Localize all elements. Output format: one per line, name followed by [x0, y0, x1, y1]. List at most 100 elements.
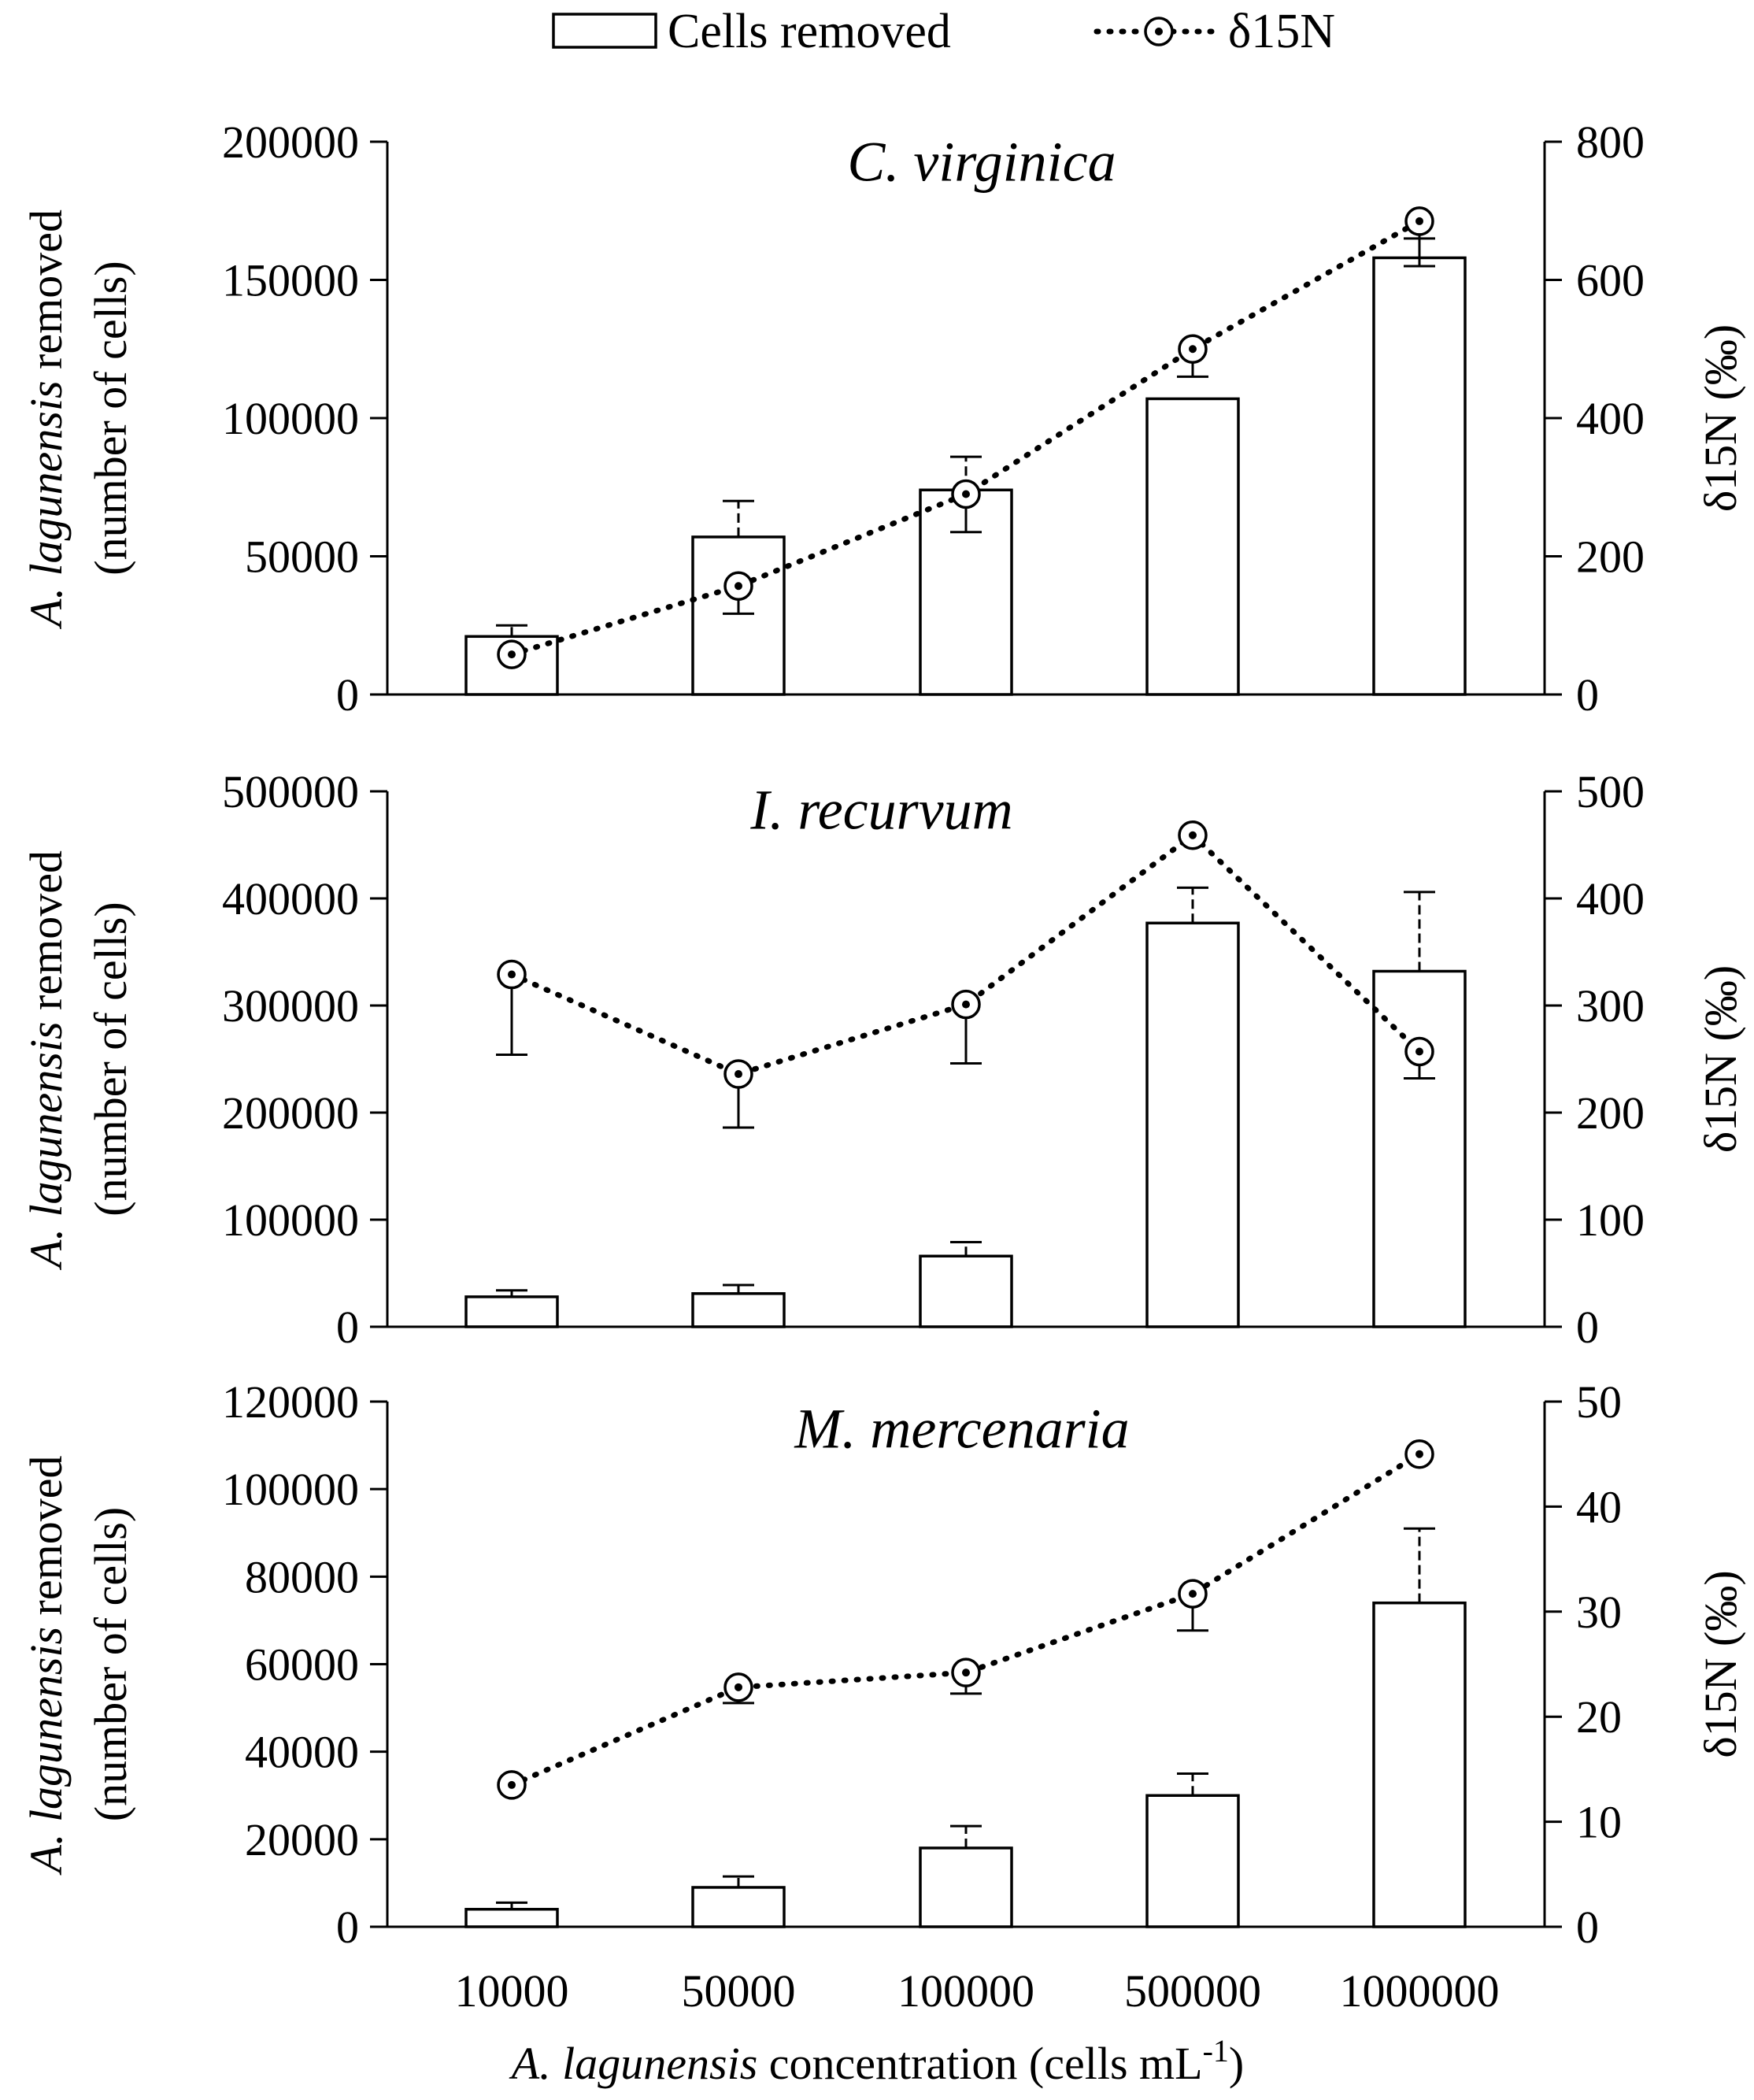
- right-tick-label: 50: [1576, 1376, 1622, 1428]
- right-tick-label: 20: [1576, 1691, 1622, 1743]
- right-tick-label: 400: [1576, 873, 1645, 924]
- bar-cells-removed: [1145, 921, 1240, 1328]
- bar-cells-removed: [464, 1295, 559, 1328]
- left-tick-label: 120000: [222, 1376, 359, 1428]
- x-tick-label: 500000: [1124, 1965, 1261, 2017]
- left-axis-title-plain: removed: [20, 1456, 72, 1627]
- left-tick-label: 100000: [222, 1194, 359, 1246]
- d15n-point-center: [1415, 1450, 1423, 1458]
- right-tick-label: 200: [1576, 531, 1645, 583]
- left-axis-title-plain: removed: [20, 850, 72, 1021]
- x-axis-title-sup: -1: [1203, 2033, 1229, 2069]
- d15n-point-center: [508, 650, 516, 659]
- legend-bars-label: Cells removed: [668, 5, 951, 58]
- panels: 0500001000001500002000000200400600800C. …: [20, 117, 1746, 1953]
- x-tick-label: 100000: [897, 1965, 1034, 2017]
- left-tick-label: 40000: [245, 1727, 359, 1778]
- left-axis-title: A. lagunensis removed: [20, 1456, 72, 1876]
- left-axis-title-plain: removed: [20, 209, 72, 380]
- left-tick-label: 100000: [222, 393, 359, 444]
- panel-1: 0 50000 100000 150000 200000 0 200 400 600 800 C. …: [20, 117, 1746, 720]
- left-axis-title: A. lagunensis removed: [20, 209, 72, 630]
- bar-cells-removed: [919, 1254, 1013, 1328]
- right-axis-title: δ15N (‰): [1695, 965, 1746, 1153]
- right-axis-title: δ15N (‰): [1695, 1570, 1746, 1757]
- bar-cells-removed: [1145, 397, 1240, 696]
- bar-cells-removed: [464, 1908, 559, 1928]
- left-tick-label: 200000: [222, 1087, 359, 1139]
- d15n-point-center: [735, 1683, 742, 1691]
- d15n-point-center: [1415, 217, 1423, 225]
- d15n-point-center: [735, 1070, 742, 1079]
- d15n-point-center: [735, 582, 742, 591]
- d15n-series-line: [509, 1451, 1423, 1788]
- x-axis-title-italic: A. lagunensis: [509, 2038, 758, 2089]
- bar-cells-removed: [1145, 1794, 1240, 1928]
- x-tick-label: 10000: [455, 1965, 569, 2017]
- x-axis-title-close: ): [1229, 2038, 1244, 2089]
- d15n-point-center: [962, 1000, 970, 1009]
- left-tick-label: 0: [336, 1302, 359, 1353]
- right-tick-label: 0: [1576, 1902, 1599, 1953]
- bar-cells-removed: [1372, 256, 1467, 696]
- left-tick-label: 0: [336, 669, 359, 720]
- left-axis-title-line2: (number of cells): [85, 1507, 136, 1821]
- right-tick-label: 500: [1576, 766, 1645, 817]
- x-category-labels: 10000 50000 100000 500000 1000000: [455, 1965, 1500, 2017]
- left-tick-label: 500000: [222, 766, 359, 817]
- left-tick-label: 200000: [222, 117, 359, 168]
- right-tick-label: 30: [1576, 1587, 1622, 1638]
- right-tick-label: 0: [1576, 669, 1599, 720]
- left-axis-title-italic: A. lagunensis: [20, 380, 72, 630]
- left-tick-label: 400000: [222, 873, 359, 924]
- left-tick-label: 50000: [245, 531, 359, 583]
- right-tick-label: 400: [1576, 393, 1645, 444]
- right-axis-title: δ15N (‰): [1695, 324, 1746, 512]
- panel-title: I. recurvum: [749, 779, 1012, 842]
- left-tick-label: 60000: [245, 1639, 359, 1691]
- right-tick-label: 800: [1576, 117, 1645, 168]
- left-axis-title-line2: (number of cells): [85, 261, 136, 575]
- bar-cells-removed: [691, 1292, 786, 1328]
- legend-line-label: δ15N: [1228, 5, 1335, 58]
- left-axis-title-line2: (number of cells): [85, 902, 136, 1216]
- d15n-point-center: [1189, 831, 1197, 839]
- d15n-point-center: [1415, 1047, 1423, 1056]
- d15n-point-center: [962, 1669, 970, 1677]
- bar-cells-removed: [691, 1886, 786, 1928]
- left-tick-label: 20000: [245, 1814, 359, 1865]
- x-tick-label: 1000000: [1340, 1965, 1500, 2017]
- panel-2: 0 100000 200000 300000 400000 500000 0 100 200 30…: [20, 766, 1746, 1353]
- right-tick-label: 0: [1576, 1302, 1599, 1353]
- d15n-point-center: [508, 1780, 516, 1789]
- left-tick-label: 150000: [222, 255, 359, 306]
- d15n-point-center: [962, 490, 970, 498]
- panel-title: C. virginica: [847, 131, 1116, 194]
- left-tick-label: 0: [336, 1902, 359, 1953]
- panel-3: 0 20000 40000 60000 80000 100000 120000 0 10 20 30…: [20, 1376, 1746, 1953]
- x-axis-title-plain: concentration (cells mL: [757, 2038, 1202, 2089]
- right-tick-label: 100: [1576, 1194, 1645, 1246]
- x-axis-title: A. lagunensis concentration (cells mL-1): [509, 2033, 1244, 2089]
- legend-line-marker-dot: [1155, 28, 1163, 35]
- left-tick-label: 300000: [222, 980, 359, 1031]
- legend-bar-swatch: [552, 13, 657, 49]
- bar-cells-removed: [691, 535, 786, 696]
- right-tick-label: 200: [1576, 1087, 1645, 1139]
- right-tick-label: 10: [1576, 1797, 1622, 1848]
- bar-cells-removed: [1372, 969, 1467, 1328]
- d15n-point-center: [1189, 1590, 1197, 1598]
- bar-cells-removed: [1372, 1601, 1467, 1928]
- d15n-series-line: [509, 831, 1423, 1077]
- left-axis-title-italic: A. lagunensis: [20, 1021, 72, 1271]
- bar-cells-removed: [919, 1846, 1013, 1928]
- left-axis-title: A. lagunensis removed: [20, 850, 72, 1271]
- right-tick-label: 300: [1576, 980, 1645, 1031]
- left-axis-title-italic: A. lagunensis: [20, 1627, 72, 1876]
- d15n-point-center: [508, 970, 516, 979]
- right-tick-label: 600: [1576, 255, 1645, 306]
- x-tick-label: 50000: [682, 1965, 796, 2017]
- left-tick-label: 100000: [222, 1464, 359, 1515]
